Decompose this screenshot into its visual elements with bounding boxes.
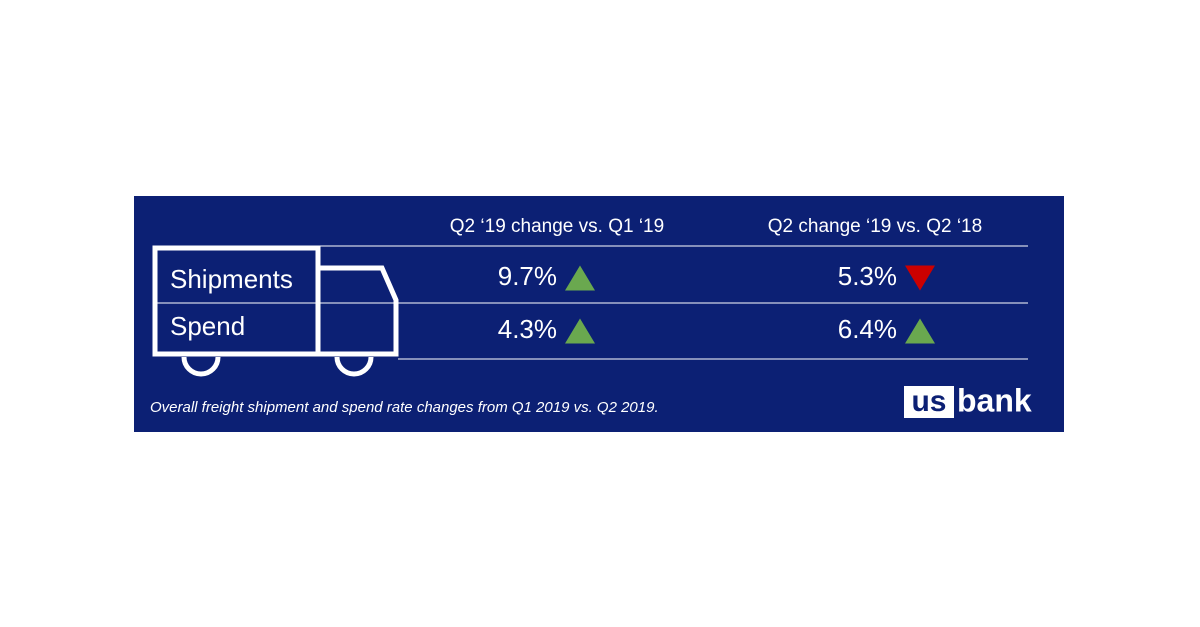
- truck-box: [152, 245, 321, 357]
- trend-arrow: [905, 265, 935, 291]
- trend-arrow: [905, 318, 935, 344]
- trend-arrow: [565, 318, 595, 344]
- truck-cab: [318, 265, 399, 357]
- logo: us bank: [904, 382, 1032, 418]
- value: 9.7%: [498, 261, 557, 291]
- value: 4.3%: [498, 314, 557, 344]
- wheel: [334, 356, 374, 377]
- caption: Overall freight shipment and spend rate …: [150, 399, 659, 416]
- value: 6.4%: [838, 314, 897, 344]
- trend-arrow: [565, 265, 595, 291]
- wheel: [181, 356, 221, 377]
- logo-bank: bank: [957, 382, 1032, 418]
- logo-box: [904, 386, 954, 418]
- logo-us: us: [911, 385, 946, 418]
- row-label: Shipments: [170, 264, 293, 294]
- column-header: Q2 ‘19 change vs. Q1 ‘19: [450, 216, 664, 237]
- truck-icon: [152, 245, 399, 377]
- column-header: Q2 change ‘19 vs. Q2 ‘18: [768, 216, 982, 237]
- value: 5.3%: [838, 261, 897, 291]
- row-label: Spend: [170, 311, 245, 341]
